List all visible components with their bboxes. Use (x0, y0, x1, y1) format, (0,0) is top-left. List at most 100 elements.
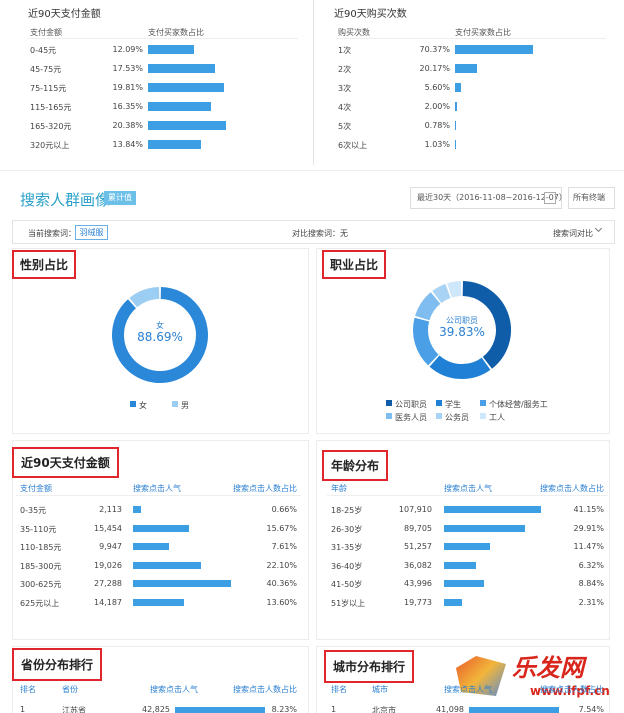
row-value: 2,113 (99, 505, 122, 514)
row-label: 75-115元 (30, 84, 67, 93)
legend-swatch (436, 400, 442, 406)
column-header: 排名 (331, 685, 347, 694)
terminal-select[interactable]: 所有终端 (568, 187, 615, 209)
bar (133, 598, 184, 606)
donut-slice (413, 317, 439, 366)
donut-slice (432, 283, 451, 304)
row-share: 29.91% (573, 523, 604, 533)
bar (133, 524, 189, 532)
row-value: 13.84% (112, 140, 143, 149)
panel-title: 年龄分布 (322, 450, 389, 481)
row-value: 20.17% (419, 64, 450, 73)
row-label: 35-110元 (20, 524, 57, 534)
center-value: 39.83% (439, 325, 485, 339)
row-label: 0-45元 (30, 46, 57, 55)
panel (316, 248, 610, 434)
legend-label: 个体经营/服务工 (489, 400, 548, 409)
row-value: 19,026 (94, 560, 122, 570)
row-share: 22.10% (266, 560, 297, 570)
row-label: 0-35元 (20, 506, 47, 515)
bar (444, 580, 484, 587)
row-label: 18-25岁 (331, 506, 363, 515)
section-title: 搜索人群画像 (20, 191, 111, 209)
row-share: 0.66% (271, 505, 297, 514)
donut-slice (462, 281, 511, 369)
row-value: 17.53% (112, 64, 143, 73)
row-value: 2.00% (424, 102, 450, 111)
row-label: 115-165元 (30, 103, 72, 112)
legend-swatch (130, 401, 136, 407)
column-header: 支付买家数占比 (455, 28, 511, 37)
bar (175, 707, 265, 713)
row-share: 8.84% (578, 579, 604, 588)
compare-button[interactable]: 搜索词对比 (553, 229, 593, 238)
row-label: 625元以上 (20, 598, 60, 608)
column-header: 排名 (20, 685, 36, 694)
row-value: 0.78% (424, 121, 450, 130)
top-divider (313, 0, 314, 165)
column-header: 搜索点击人数占比 (540, 484, 604, 493)
header-line (336, 38, 606, 39)
bar (148, 140, 201, 149)
column-header: 搜索点击人数占比 (233, 484, 297, 493)
row-label: 5次 (338, 122, 352, 131)
search-bar (12, 220, 615, 244)
row-label: 300-625元 (20, 580, 62, 589)
row-label: 2次 (338, 65, 352, 74)
bar (455, 64, 478, 73)
top-bottom-line (0, 170, 624, 171)
header-line (327, 495, 608, 496)
row-label: 51岁以上 (331, 598, 366, 608)
row-label: 320元以上 (30, 141, 70, 150)
row-share: 2.31% (578, 597, 604, 607)
row-value: 42,825 (142, 705, 170, 713)
bar (148, 45, 195, 54)
bar (444, 506, 541, 513)
column-header: 搜索点击人气 (444, 484, 492, 493)
bar (148, 102, 211, 111)
row-label: 江苏省 (62, 706, 86, 713)
donut-slice (129, 287, 160, 308)
bar (444, 543, 491, 550)
bar (133, 543, 169, 550)
legend-swatch (172, 401, 178, 407)
table-title: 近90天购买次数 (334, 9, 407, 20)
header-line (28, 38, 298, 39)
column-header: 支付金额 (30, 28, 62, 37)
row-label: 26-30岁 (331, 524, 363, 534)
row-value: 19,773 (404, 597, 432, 607)
column-header: 年龄 (331, 484, 347, 493)
column-header: 支付买家数占比 (148, 28, 204, 37)
row-share: 7.61% (271, 542, 297, 551)
current-term[interactable]: 羽绒服 (75, 225, 108, 240)
row-value: 89,705 (404, 523, 432, 533)
row-share: 8.23% (271, 705, 297, 713)
row-value: 107,910 (398, 505, 432, 514)
bar (133, 580, 231, 587)
bar (444, 598, 462, 606)
row-label: 110-185元 (20, 543, 62, 552)
bar (469, 707, 559, 713)
row-value: 15,454 (94, 523, 122, 533)
row-share: 7.54% (578, 705, 604, 713)
row-value: 43,996 (404, 579, 432, 588)
column-header: 搜索点击人气 (150, 685, 198, 694)
row-label: 36-40岁 (331, 561, 363, 571)
panel-title: 性别占比 (12, 250, 77, 279)
row-share: 13.60% (266, 597, 297, 607)
row-share: 15.67% (266, 523, 297, 533)
row-label: 3次 (338, 84, 352, 93)
calendar-icon[interactable] (544, 192, 556, 204)
row-label: 31-35岁 (331, 543, 363, 552)
row-share: 41.15% (573, 505, 604, 514)
row-value: 27,288 (94, 579, 122, 588)
legend-swatch (480, 400, 486, 406)
date-range[interactable]: 最近30天（2016-11-08~2016-12-07） (410, 187, 567, 209)
column-header: 搜索点击人数占比 (233, 685, 297, 694)
row-label: 1次 (338, 46, 352, 55)
donut-slice (429, 355, 491, 379)
center-value: 88.69% (137, 330, 183, 344)
row-value: 1.03% (424, 140, 450, 149)
